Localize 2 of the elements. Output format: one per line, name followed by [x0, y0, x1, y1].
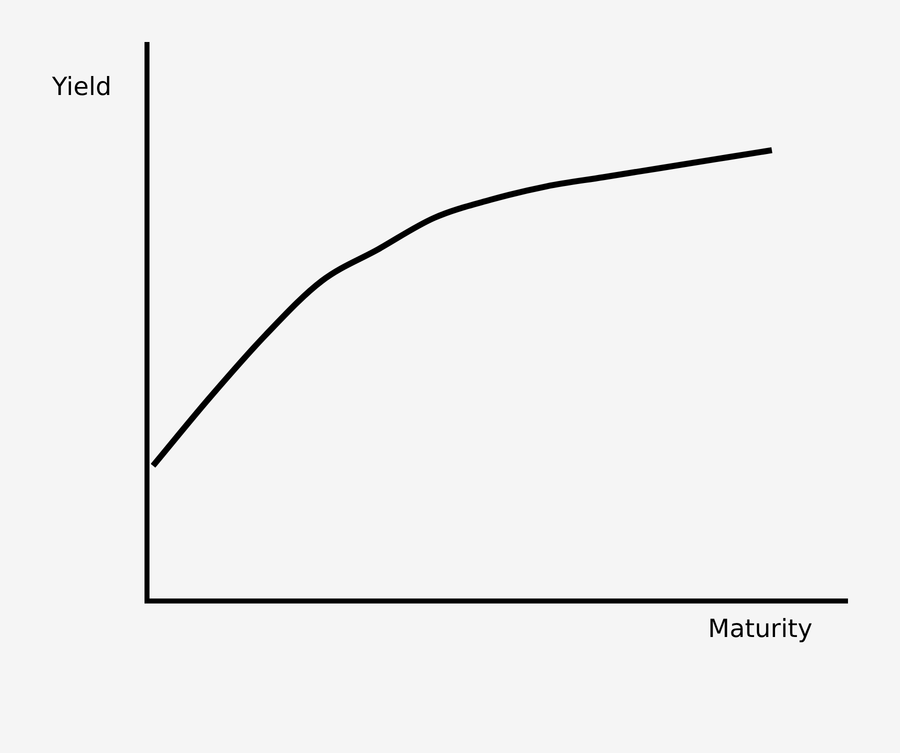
y-axis-title: Yield [52, 72, 112, 101]
x-axis-title: Maturity [708, 614, 812, 643]
